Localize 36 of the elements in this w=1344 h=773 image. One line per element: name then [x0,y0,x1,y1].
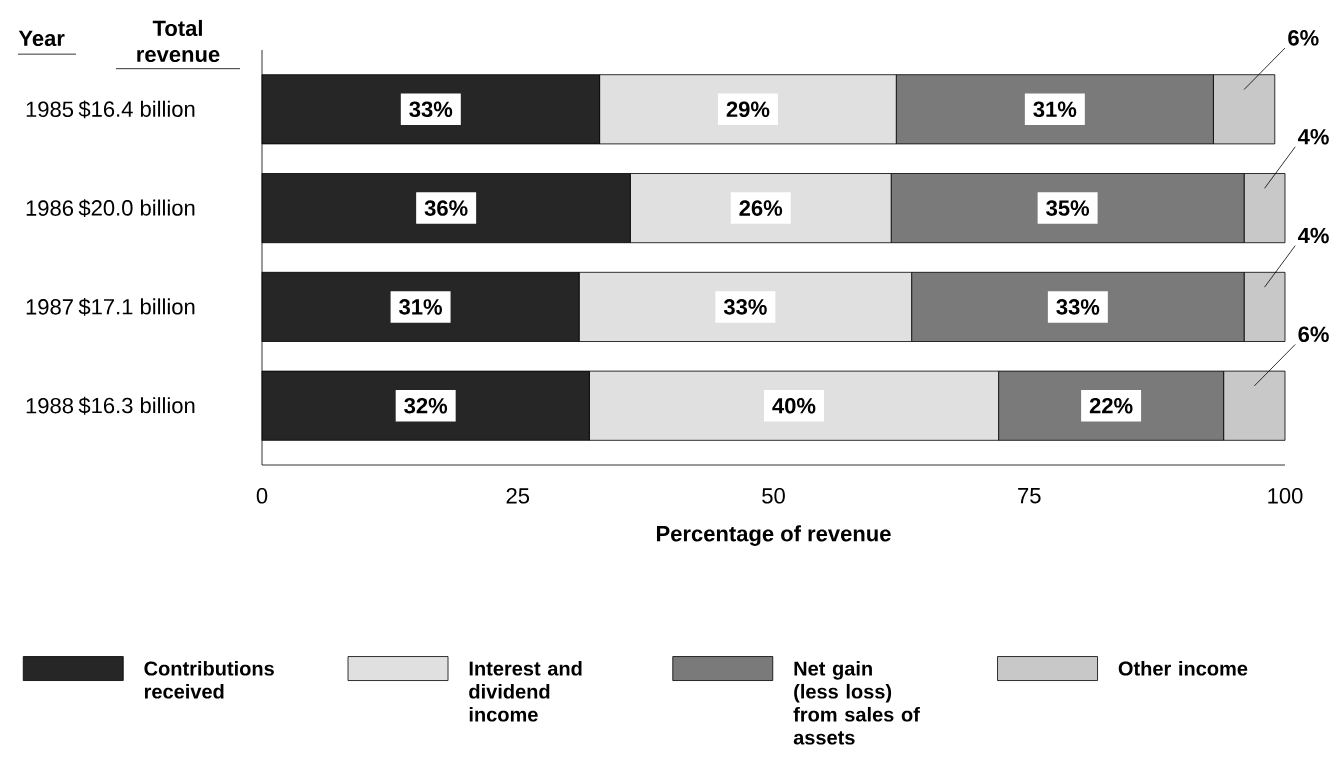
x-tick-label: 75 [1018,488,1041,504]
data-label: 4% [1297,128,1329,145]
y-tick-label: 1987 [26,299,73,315]
text: $17.1 billion [78,298,195,316]
data-label: 26% [739,200,783,216]
data-label: 33% [409,101,453,118]
text: $16.4 billion [78,100,195,119]
y-tick-label: 1985 [26,101,74,118]
data-label: 6% [1298,326,1329,343]
text: $20.0 billion [78,199,195,218]
data-label: 32% [404,397,448,414]
x-tick-label: 100 [1268,488,1303,504]
data-label: 6% [1288,30,1319,46]
legend-label: Other income [1118,660,1248,676]
x-tick-label: 25 [506,488,530,504]
data-label: 35% [1046,200,1090,216]
x-axis-title: Percentage of revenue [656,525,891,546]
data-label: 4% [1297,227,1329,244]
text: Total revenue [137,19,220,63]
text: $16.3 billion [78,396,195,415]
data-label: 22% [1089,397,1133,414]
y-tick-label: 1986 [26,200,74,216]
data-label: 33% [1056,299,1100,315]
x-tick-label: 50 [762,488,785,504]
legend-label: Interest and dividend income [469,660,582,722]
legend-label: Net gain (less loss) from sales of assets [793,660,920,745]
x-tick-label: 0 [256,488,268,504]
data-label: 33% [723,299,767,315]
data-label: 31% [399,299,442,315]
y-axis-title: Year [18,30,65,47]
legend-label: Contributions received [144,660,274,699]
data-label: 40% [772,397,816,414]
data-label: 36% [424,200,468,216]
data-label: 31% [1033,101,1077,118]
data-label: 29% [726,101,770,118]
y-tick-label: 1988 [26,397,74,414]
